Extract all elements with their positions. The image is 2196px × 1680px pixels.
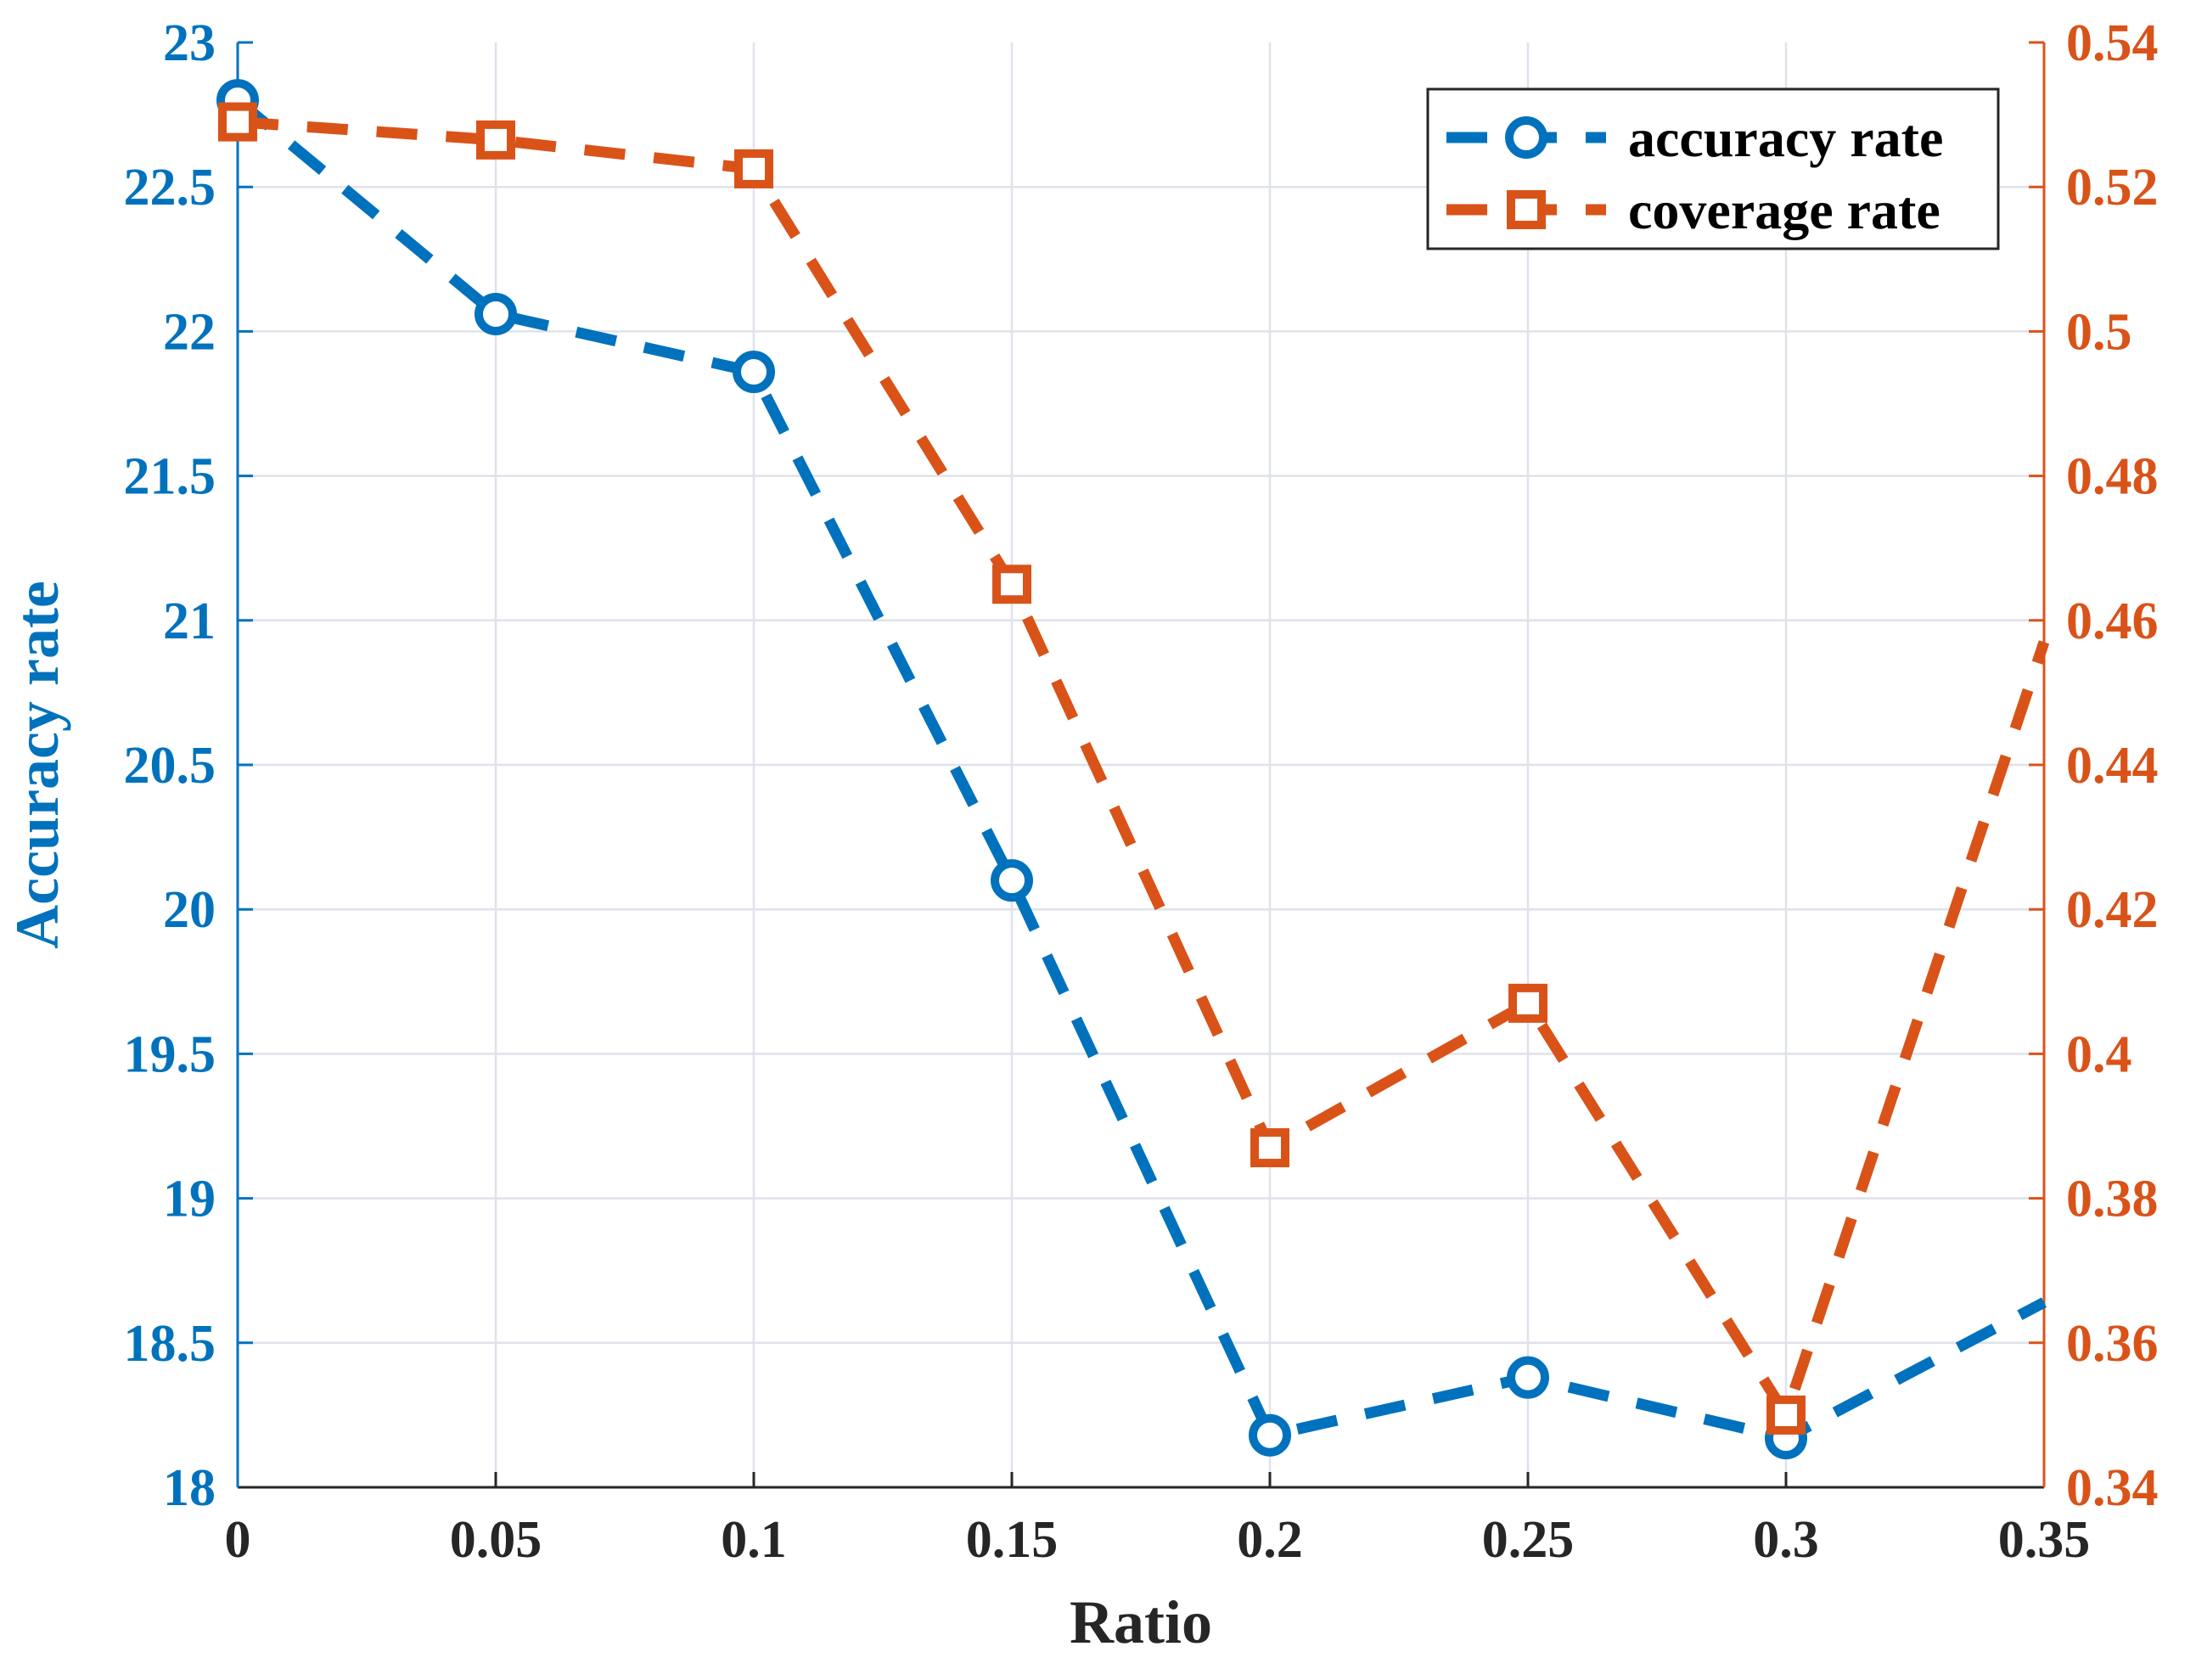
x-tick-label: 0.3: [1753, 1511, 1819, 1569]
data-point-accuracy: [991, 859, 1033, 902]
data-point-accuracy: [1507, 1356, 1549, 1399]
legend-label: coverage rate: [1628, 180, 1940, 240]
x-tick-label: 0.05: [450, 1511, 542, 1569]
y2-tick-label: 0.52: [2066, 159, 2159, 216]
y-tick-label: 22: [163, 303, 216, 361]
y-tick-label: 18.5: [124, 1315, 216, 1373]
legend: accuracy rate coverage rate: [1426, 87, 2000, 250]
axes: 0 0.05 0.1 0.15 0.2 0.25 0.3 0.35 18 18.5 19 19.5 20…: [124, 14, 2159, 1569]
y2-tick-label: 0.38: [2066, 1171, 2159, 1228]
y-tick-label: 20.5: [124, 737, 216, 795]
y2-tick-label: 0.44: [2066, 737, 2159, 795]
y2-tick-label: 0.42: [2066, 881, 2159, 939]
x-axis-title: Ratio: [1070, 1588, 1212, 1656]
data-point-coverage: [1766, 1395, 1806, 1435]
series-line-accuracy-rate: [233, 96, 2047, 1444]
y-tick-label: 22.5: [124, 159, 216, 216]
y2-tick-label: 0.34: [2066, 1459, 2159, 1517]
data-point-accuracy: [1249, 1413, 1291, 1457]
legend-entry-coverage-rate: coverage rate: [1446, 180, 1940, 240]
y-tick-label: 18: [163, 1459, 216, 1517]
y2-tick-label: 0.46: [2066, 593, 2159, 650]
y2-tick-label: 0.5: [2066, 303, 2132, 361]
y-tick-label: 19.5: [124, 1025, 216, 1083]
legend-marker-circle: [1505, 116, 1547, 159]
data-point-coverage: [734, 149, 773, 188]
data-point-coverage: [218, 102, 257, 142]
data-point-accuracy: [733, 351, 775, 394]
data-point-coverage: [1508, 983, 1547, 1023]
y2-tick-label: 0.36: [2066, 1315, 2159, 1373]
y-tick-label: 21.5: [124, 448, 216, 506]
data-point-coverage: [1250, 1128, 1289, 1168]
y2-tick-label: 0.4: [2066, 1025, 2132, 1083]
x-tick-label: 0: [225, 1511, 251, 1569]
y-tick-label: 20: [163, 881, 216, 939]
legend-label: accuracy rate: [1628, 108, 1943, 168]
y-tick-label: 23: [163, 14, 216, 72]
x-tick-label: 0.1: [721, 1511, 787, 1569]
y-axis-title: Accuracy rate: [3, 581, 71, 949]
data-point-coverage: [476, 120, 515, 160]
y-tick-label: 19: [163, 1171, 216, 1228]
x-tick-label: 0.2: [1237, 1511, 1303, 1569]
x-tick-label: 0.15: [966, 1511, 1059, 1569]
legend-entry-accuracy-rate: accuracy rate: [1446, 108, 1943, 168]
legend-marker-square: [1507, 190, 1546, 229]
y2-tick-label: 0.54: [2066, 14, 2159, 72]
y-tick-label: 21: [163, 593, 216, 650]
data-point-coverage: [992, 565, 1031, 604]
data-series: [216, 79, 2050, 1460]
series-line-coverage-rate: [237, 116, 2050, 1421]
y2-tick-label: 0.48: [2066, 448, 2159, 506]
x-tick-label: 0.35: [1998, 1511, 2091, 1569]
x-tick-label: 0.25: [1482, 1511, 1575, 1569]
data-point-accuracy: [475, 292, 517, 335]
